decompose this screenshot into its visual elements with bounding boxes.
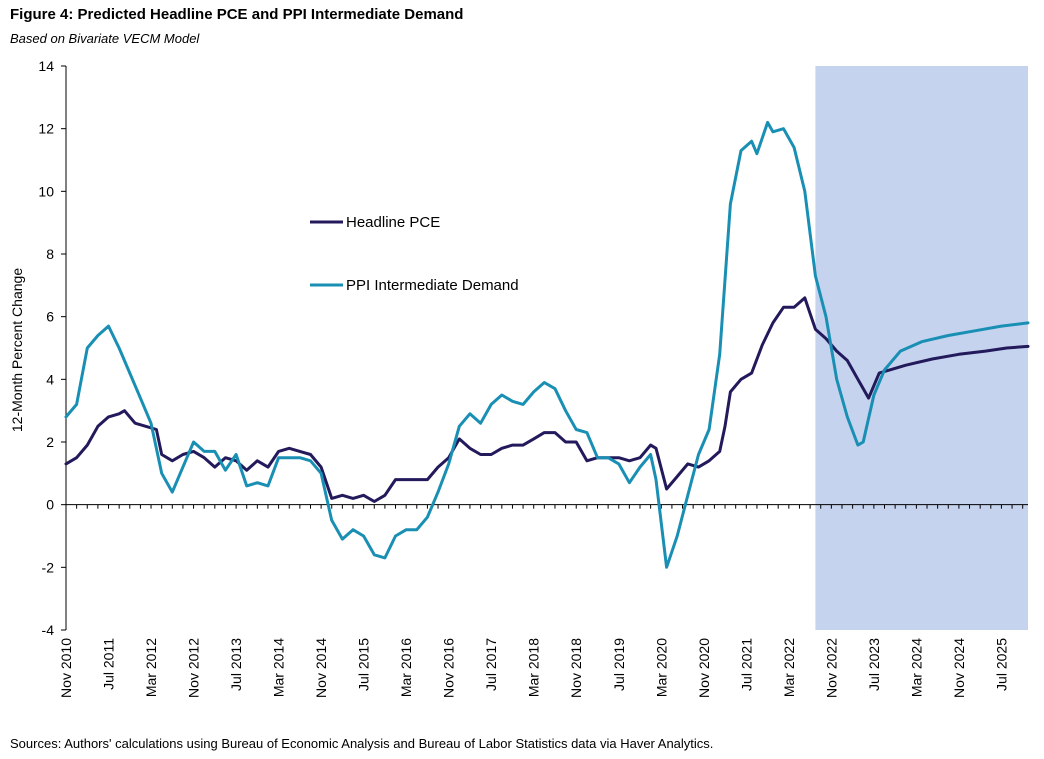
x-tick-label: Jul 2017 (483, 638, 499, 691)
y-axis-title: 12-Month Percent Change (9, 268, 25, 432)
line-chart: -4 -2 0 2 4 6 8 10 12 14 Nov 2010 Jul 2011 Mar 2012… (9, 58, 1030, 698)
y-tick-label: 8 (46, 246, 54, 262)
forecast-shading (815, 66, 1028, 630)
x-tick-label: Nov 2018 (568, 638, 584, 698)
x-tick-label: Nov 2024 (951, 638, 967, 698)
chart-subtitle: Based on Bivariate VECM Model (10, 31, 200, 46)
plot-area (815, 66, 1028, 630)
series-layer (64, 120, 1030, 569)
x-tick-label: Nov 2016 (441, 638, 457, 698)
x-tick-label: Nov 2020 (696, 638, 712, 698)
legend-label: PPI Intermediate Demand (346, 277, 519, 294)
x-tick-label: Mar 2012 (143, 638, 159, 697)
y-tick-label: 2 (46, 434, 54, 450)
x-tick-label: Mar 2014 (271, 638, 287, 697)
y-tick-label: 12 (38, 121, 54, 137)
x-axis: Nov 2010 Jul 2011 Mar 2012 Nov 2012 Jul 2013… (58, 504, 1028, 698)
x-tick-label: Nov 2010 (58, 638, 74, 698)
x-tick-label: Jul 2023 (866, 638, 882, 691)
y-tick-label: 4 (46, 371, 54, 387)
x-tick-label: Nov 2022 (823, 638, 839, 698)
chart-title: Figure 4: Predicted Headline PCE and PPI… (10, 6, 464, 23)
x-tick-label: Jul 2019 (611, 638, 627, 691)
series-line-ppi-intermediate-demand (64, 120, 1030, 569)
y-tick-label: -4 (42, 622, 55, 638)
x-tick-label: Mar 2020 (653, 638, 669, 697)
y-tick-label: 10 (38, 183, 54, 199)
x-tick-label: Mar 2022 (781, 638, 797, 697)
y-tick-label: -2 (42, 559, 55, 575)
legend-label: Headline PCE (346, 214, 440, 231)
x-tick-label: Jul 2021 (738, 638, 754, 691)
x-tick-label: Jul 2025 (993, 638, 1009, 691)
x-tick-label: Mar 2018 (526, 638, 542, 697)
x-tick-label: Mar 2016 (398, 638, 414, 697)
y-tick-label: 14 (38, 58, 54, 74)
x-tick-label: Jul 2011 (101, 638, 117, 690)
y-tick-label: 0 (46, 497, 54, 513)
x-tick-label: Nov 2012 (186, 638, 202, 698)
x-tick-label: Nov 2014 (313, 638, 329, 698)
x-tick-label: Jul 2013 (228, 638, 244, 691)
legend: Headline PCE PPI Intermediate Demand (310, 214, 519, 294)
x-tick-label: Jul 2015 (356, 638, 372, 691)
y-axis: -4 -2 0 2 4 6 8 10 12 14 (38, 58, 67, 638)
y-tick-label: 6 (46, 309, 54, 325)
series-line-headline-pce (64, 296, 1030, 503)
source-note: Sources: Authors' calculations using Bur… (10, 736, 714, 751)
x-tick-label: Mar 2024 (908, 638, 924, 697)
